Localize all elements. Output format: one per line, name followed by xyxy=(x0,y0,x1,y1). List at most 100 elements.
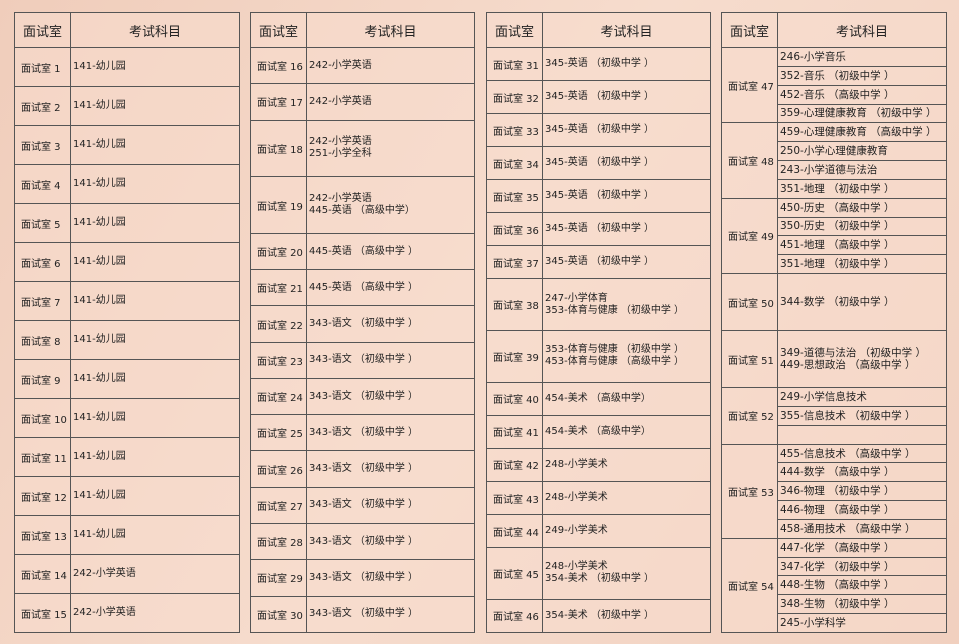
subject-line: 141-幼儿园 xyxy=(73,178,126,189)
subject-line: 141-幼儿园 xyxy=(73,451,126,462)
header-subject: 考试科目 xyxy=(542,12,711,48)
schedule-table-4: 面试室 考试科目 面试室 47 246-小学音乐 352-音乐 （初级中学 ） 452-音… xyxy=(721,11,947,634)
table-row: 面试室 15 242-小学英语 xyxy=(14,593,240,633)
subject-cell: 451-地理 （高级中学 ） xyxy=(777,235,947,256)
subject-line: 343-语文 （初级中学 ） xyxy=(309,535,419,547)
room-cell: 面试室 31 xyxy=(486,46,543,82)
subject-cell: 343-语文 （初级中学 ） xyxy=(306,414,475,452)
table-row: 面试室 18 242-小学英语 251-小学全科 xyxy=(250,119,475,178)
room-cell: 面试室 13 xyxy=(14,515,71,555)
table-row: 面试室 53 455-信息技术 （高级中学 ） xyxy=(721,443,947,539)
subject-line: 141-幼儿园 xyxy=(73,139,126,150)
subject-cell: 141-幼儿园 xyxy=(70,47,240,87)
subject-cell: 141-幼儿园 xyxy=(70,476,240,516)
subject-line: 354-美术 （初级中学 ） xyxy=(545,609,655,621)
table-row: 面试室 30 343-语文 （初级中学 ） xyxy=(250,595,475,634)
subject-cell: 242-小学英语 xyxy=(70,593,240,633)
subject-line: 141-幼儿园 xyxy=(73,334,126,345)
room-cell: 面试室 19 xyxy=(250,176,307,234)
subject-line: 445-英语 （高级中学） xyxy=(309,205,415,217)
subject-cell: 345-英语 （初级中学 ） xyxy=(542,212,711,247)
subject-cell: 242-小学英语 251-小学全科 xyxy=(306,119,475,178)
room-cell: 面试室 29 xyxy=(250,559,307,597)
subject-cell: 248-小学美术 354-美术 （初级中学 ） xyxy=(542,547,711,600)
table-row: 面试室 7 141-幼儿园 xyxy=(14,281,240,321)
subject-line: 242-小学英语 xyxy=(309,136,372,148)
subject-cell: 343-语文 （初级中学 ） xyxy=(306,486,475,525)
subject-cell: 141-幼儿园 xyxy=(70,164,240,204)
subject-line: 445-英语 （高级中学 ） xyxy=(309,281,419,293)
subject-line: 453-体育与健康 （高级中学 ） xyxy=(545,356,685,368)
table-row: 面试室 44 249-小学美术 xyxy=(486,514,711,549)
room-cell: 面试室 21 xyxy=(250,269,307,307)
subject-cell: 141-幼儿园 xyxy=(70,398,240,438)
table-row: 面试室 43 248-小学美术 xyxy=(486,480,711,516)
room-cell: 面试室 22 xyxy=(250,305,307,343)
room-cell: 面试室 50 xyxy=(721,272,778,332)
subject-cell: 345-英语 （初级中学 ） xyxy=(542,179,711,214)
table-row: 面试室 51 349-道德与法治 （初级中学 ） 449-思想政治 （高级中学 ） xyxy=(721,330,947,389)
subject-line: 141-幼儿园 xyxy=(73,100,126,111)
subject-cell: 345-英语 （初级中学 ） xyxy=(542,113,711,148)
subject-line: 248-小学美术 xyxy=(545,458,608,470)
subject-cell: 350-历史 （初级中学 ） xyxy=(777,216,947,237)
subject-line: 345-英语 （初级中学 ） xyxy=(545,58,655,70)
room-cell: 面试室 1 xyxy=(14,47,71,87)
subject-line: 249-小学美术 xyxy=(545,525,608,537)
subject-line: 242-小学英语 xyxy=(309,59,372,71)
table-row: 面试室 32 345-英语 （初级中学 ） xyxy=(486,80,711,115)
room-cell: 面试室 36 xyxy=(486,212,543,247)
table-row: 面试室 47 246-小学音乐 xyxy=(721,47,947,124)
subject-cell: 343-语文 （初级中学 ） xyxy=(306,305,475,343)
subject-cell: 454-美术 （高级中学） xyxy=(542,414,711,449)
subject-line: 141-幼儿园 xyxy=(73,529,126,540)
room-cell: 面试室 35 xyxy=(486,179,543,214)
header-subject: 考试科目 xyxy=(70,12,240,48)
room-cell: 面试室 4 xyxy=(14,164,71,204)
subject-line: 345-英语 （初级中学 ） xyxy=(545,91,655,103)
subject-cell: 444-数学 （高级中学 ） xyxy=(777,462,947,483)
subject-line: 449-思想政治 （高级中学 ） xyxy=(780,359,916,372)
room-cell: 面试室 44 xyxy=(486,514,543,549)
room-cell: 面试室 18 xyxy=(250,119,307,178)
subject-cell: 242-小学英语 xyxy=(70,554,240,594)
subject-line: 353-体育与健康 （初级中学 ） xyxy=(545,304,685,316)
room-cell: 面试室 42 xyxy=(486,447,543,482)
table-row: 面试室 23 343-语文 （初级中学 ） xyxy=(250,341,475,379)
room-cell: 面试室 17 xyxy=(250,83,307,121)
subject-cell: 343-语文 （初级中学 ） xyxy=(306,522,475,561)
subject-line: 345-英语 （初级中学 ） xyxy=(545,223,655,235)
room-cell: 面试室 39 xyxy=(486,330,543,383)
room-cell: 面试室 33 xyxy=(486,113,543,148)
subject-cell: 346-物理 （初级中学 ） xyxy=(777,481,947,502)
room-cell: 面试室 52 xyxy=(721,387,778,445)
subject-line: 242-小学英语 xyxy=(309,95,372,107)
subject-line: 345-英语 （初级中学 ） xyxy=(545,256,655,268)
subject-line: 141-幼儿园 xyxy=(73,61,126,72)
header-room: 面试室 xyxy=(486,12,543,48)
subject-cell: 243-小学道德与法治 xyxy=(777,160,947,180)
subject-cell: 141-幼儿园 xyxy=(70,281,240,321)
table-row: 面试室 37 345-英语 （初级中学 ） xyxy=(486,245,711,280)
room-cell: 面试室 48 xyxy=(721,122,778,199)
table-row: 面试室 41 454-美术 （高级中学） xyxy=(486,414,711,449)
subject-line: 141-幼儿园 xyxy=(73,373,126,384)
schedule-table-3: 面试室 考试科目 面试室 31 345-英语 （初级中学 ）面试室 32 345-英语 … xyxy=(486,12,711,634)
room-cell: 面试室 40 xyxy=(486,381,543,416)
subject-cell: 353-体育与健康 （初级中学 ） 453-体育与健康 （高级中学 ） xyxy=(542,330,711,383)
subject-cell: 459-心理健康教育 （高级中学 ） xyxy=(777,122,947,143)
subject-cell: 250-小学心理健康教育 xyxy=(777,141,947,162)
room-cell: 面试室 53 xyxy=(721,443,778,539)
room-cell: 面试室 20 xyxy=(250,232,307,271)
subject-line: 349-道德与法治 （初级中学 ） xyxy=(780,347,927,360)
table-row: 面试室 9 141-幼儿园 xyxy=(14,359,240,399)
subject-line: 445-英语 （高级中学 ） xyxy=(309,245,419,257)
table-row: 面试室 5 141-幼儿园 xyxy=(14,203,240,243)
subject-line: 343-语文 （初级中学 ） xyxy=(309,354,419,366)
table-row: 面试室 52 249-小学信息技术 xyxy=(721,387,947,445)
room-cell: 面试室 45 xyxy=(486,547,543,600)
table-row: 面试室 54 447-化学 （高级中学 ） xyxy=(721,537,947,634)
subject-cell: 343-语文 （初级中学 ） xyxy=(306,341,475,379)
subject-cell: 242-小学英语 xyxy=(306,46,475,85)
room-cell: 面试室 47 xyxy=(721,47,778,124)
